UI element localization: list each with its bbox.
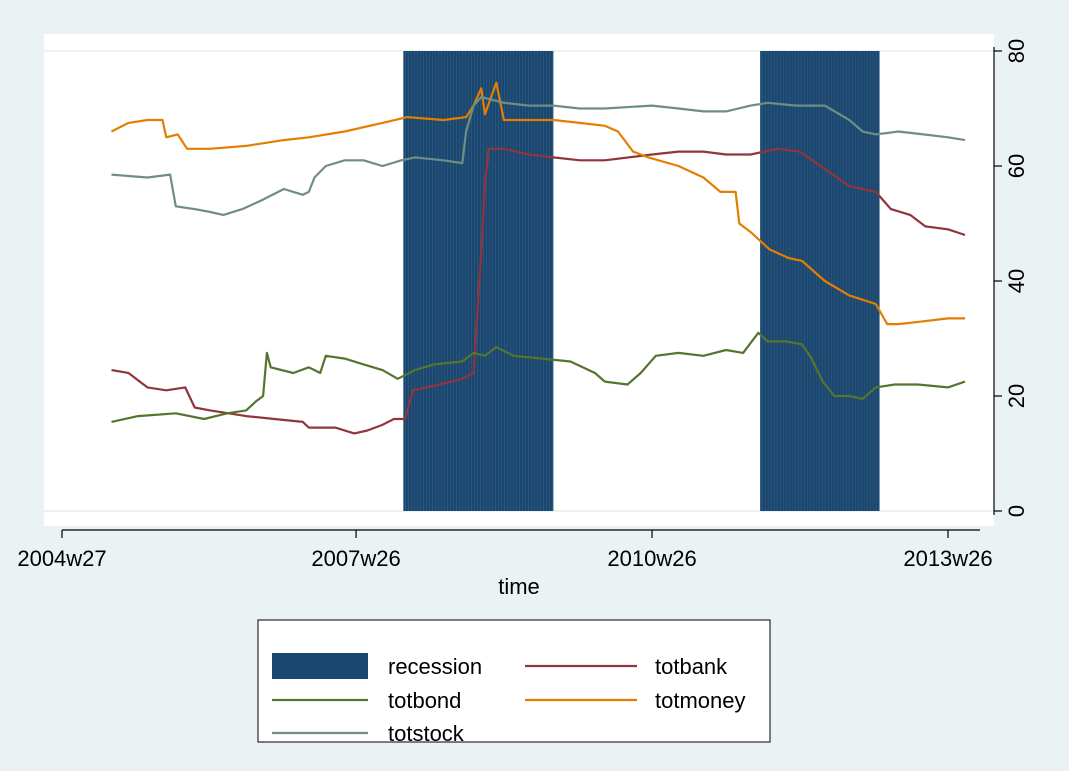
x-tick-label: 2004w27 (17, 546, 106, 571)
x-axis-label: time (498, 574, 540, 599)
recession-band (760, 51, 880, 511)
y-tick-label: 0 (1004, 505, 1029, 517)
legend-swatch-recession (272, 653, 368, 679)
y-tick-label: 40 (1004, 269, 1029, 293)
legend-label-totbond: totbond (388, 688, 461, 713)
legend-label-recession: recession (388, 654, 482, 679)
y-tick-label: 20 (1004, 384, 1029, 408)
y-tick-label: 60 (1004, 154, 1029, 178)
y-axis: 0 20 40 60 80 (993, 39, 1029, 517)
legend-box (257, 619, 771, 743)
legend: recession totbank totbond totmoney totstock (257, 619, 771, 746)
y-tick-label: 80 (1004, 39, 1029, 63)
legend-label-totmoney: totmoney (655, 688, 746, 713)
series-line-totmoney (111, 81, 965, 326)
legend-label-totbank: totbank (655, 654, 728, 679)
x-tick-label: 2013w26 (903, 546, 992, 571)
legend-label-totstock: totstock (388, 721, 465, 746)
series-lines (111, 81, 966, 435)
series-line-totstock (111, 95, 966, 216)
x-tick-label: 2010w26 (607, 546, 696, 571)
series-line-totbank (111, 147, 966, 435)
x-tick-label: 2007w26 (311, 546, 400, 571)
series-line-totbond (111, 331, 966, 423)
x-axis: 2004w27 2007w26 2010w26 2013w26 (17, 529, 993, 571)
